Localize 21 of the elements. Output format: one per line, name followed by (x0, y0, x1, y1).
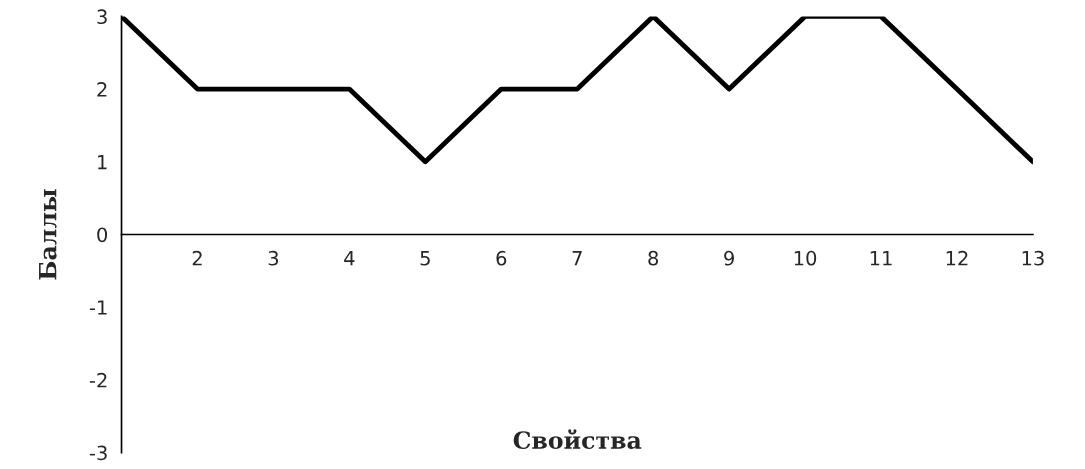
x-tick-label: 13 (1022, 250, 1044, 266)
x-tick-label: 2 (192, 250, 202, 266)
y-tick-label: -2 (89, 372, 107, 388)
x-tick-label: 8 (648, 250, 659, 266)
y-tick-label: 3 (97, 9, 107, 25)
x-tick-label: 6 (496, 250, 507, 266)
y-tick-label: 0 (97, 227, 108, 243)
x-tick-label: 7 (572, 251, 582, 266)
x-tick-label: 12 (946, 250, 968, 266)
y-tick-label: -1 (89, 300, 107, 315)
y-axis-title: Баллы (39, 189, 57, 280)
x-tick-label: 9 (724, 250, 734, 266)
x-tick-label: 11 (870, 251, 892, 266)
x-tick-label: 3 (268, 250, 279, 266)
y-tick-label: -3 (89, 445, 107, 461)
y-tick-label: 1 (98, 155, 107, 170)
x-axis-title: Свойства (513, 429, 642, 450)
x-tick-label: 4 (344, 251, 355, 266)
y-tick-label: 2 (97, 82, 107, 97)
x-tick-label: 5 (420, 251, 430, 266)
x-tick-label: 10 (794, 250, 817, 266)
